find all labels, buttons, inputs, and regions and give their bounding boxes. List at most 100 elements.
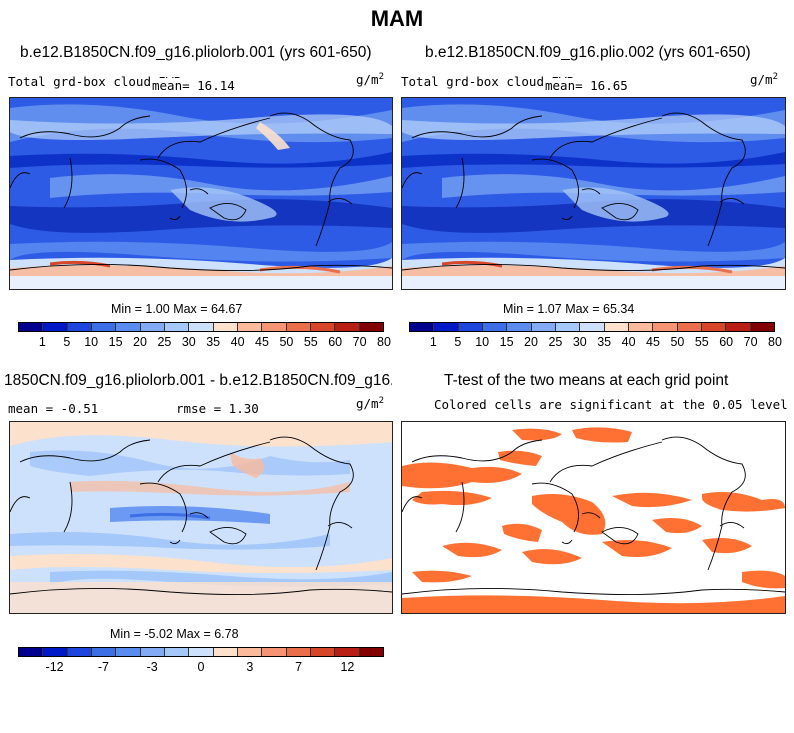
- colorbar-tick-label: 10: [84, 335, 99, 349]
- colorbar-swatch: [67, 648, 92, 656]
- colorbar-tick-label: 20: [524, 335, 538, 349]
- panel2-field: [402, 98, 785, 289]
- colorbar-swatch: [116, 648, 141, 656]
- panel4-map: [401, 421, 786, 614]
- colorbar-swatch: [531, 323, 556, 331]
- panel2-mean: mean= 16.65: [543, 78, 630, 93]
- colorbar-tick-label: 30: [181, 335, 196, 349]
- panel2-map: [401, 97, 786, 290]
- colorbar-swatch: [262, 323, 287, 331]
- colorbar-tick-label: 1: [429, 335, 437, 349]
- colorbar-tick-label: 50: [670, 335, 685, 349]
- colorbar-swatch: [43, 648, 68, 656]
- panel2-variable-label: Total grd-box cloud IWP: [401, 74, 575, 89]
- colorbar-swatch: [434, 323, 459, 331]
- colorbar-tick-label: 80: [768, 335, 782, 349]
- colorbar-tick-label: 40: [230, 335, 245, 349]
- panel1-colorbar: [18, 322, 384, 332]
- colorbar-swatch: [310, 323, 336, 331]
- colorbar-tick-label: 1: [38, 335, 46, 349]
- colorbar-swatch: [507, 323, 532, 331]
- panel3-map: [9, 421, 393, 614]
- panel2-minmax: Min = 1.07 Max = 65.34: [503, 302, 635, 316]
- colorbar-swatch: [262, 648, 287, 656]
- colorbar-tick-label: 25: [548, 335, 563, 349]
- colorbar-swatch: [67, 323, 92, 331]
- colorbar-swatch: [116, 323, 141, 331]
- panel3-rmse: rmse = 1.30: [176, 401, 259, 416]
- colorbar-tick-label: 80: [377, 335, 391, 349]
- colorbar-tick-label: 30: [572, 335, 587, 349]
- panel1-map: [9, 97, 393, 290]
- colorbar-tick-label: -3: [146, 660, 158, 674]
- colorbar-tick-label: 3: [246, 660, 254, 674]
- colorbar-tick-label: 25: [157, 335, 172, 349]
- colorbar-swatch: [91, 323, 117, 331]
- panel1-mean: mean= 16.14: [150, 78, 237, 93]
- panel3-mean: mean = -0.51: [8, 401, 99, 416]
- colorbar-tick-label: 50: [279, 335, 294, 349]
- colorbar-swatch: [43, 323, 68, 331]
- panel2-colorbar: [409, 322, 775, 332]
- colorbar-tick-label: 60: [719, 335, 734, 349]
- panel1-variable-label: Total grd-box cloud IWP: [8, 74, 182, 89]
- colorbar-swatch: [310, 648, 336, 656]
- colorbar-tick-label: 15: [108, 335, 123, 349]
- colorbar-swatch: [653, 323, 678, 331]
- colorbar-swatch: [164, 323, 190, 331]
- colorbar-swatch: [359, 323, 383, 331]
- panel3-field: [10, 422, 392, 613]
- colorbar-swatch: [140, 323, 165, 331]
- panel2-title: b.e12.B1850CN.f09_g16.plio.002 (yrs 601-…: [425, 44, 751, 61]
- colorbar-swatch: [604, 323, 629, 331]
- colorbar-tick-label: 15: [499, 335, 514, 349]
- panel3-minmax: Min = -5.02 Max = 6.78: [110, 627, 239, 641]
- panel2-units: g/m2: [750, 72, 778, 88]
- colorbar-swatch: [189, 323, 214, 331]
- colorbar-tick-label: 55: [303, 335, 318, 349]
- colorbar-tick-label: 5: [63, 335, 71, 349]
- colorbar-swatch: [335, 648, 360, 656]
- panel1-field: [10, 98, 392, 289]
- colorbar-tick-label: 40: [621, 335, 636, 349]
- colorbar-tick-label: 45: [255, 335, 269, 349]
- colorbar-swatch: [359, 648, 383, 656]
- colorbar-tick-label: 7: [295, 660, 303, 674]
- colorbar-swatch: [19, 323, 44, 331]
- colorbar-tick-label: 0: [197, 660, 205, 674]
- colorbar-swatch: [237, 648, 263, 656]
- colorbar-swatch: [140, 648, 165, 656]
- colorbar-tick-label: 35: [597, 335, 612, 349]
- colorbar-tick-label: 12: [340, 660, 355, 674]
- colorbar-swatch: [286, 323, 311, 331]
- colorbar-tick-label: -12: [45, 660, 64, 674]
- colorbar-tick-label: 70: [352, 335, 367, 349]
- colorbar-tick-label: 60: [328, 335, 343, 349]
- figure-title: MAM: [370, 6, 424, 31]
- colorbar-swatch: [189, 648, 214, 656]
- colorbar-swatch: [628, 323, 654, 331]
- colorbar-swatch: [213, 323, 238, 331]
- colorbar-swatch: [458, 323, 483, 331]
- colorbar-swatch: [335, 323, 360, 331]
- panel1-title: b.e12.B1850CN.f09_g16.pliolorb.001 (yrs …: [20, 44, 372, 61]
- colorbar-tick-label: 55: [694, 335, 709, 349]
- panel1-units: g/m2: [356, 72, 384, 88]
- colorbar-swatch: [701, 323, 727, 331]
- colorbar-tick-label: 5: [454, 335, 462, 349]
- colorbar-tick-label: 45: [646, 335, 660, 349]
- colorbar-tick-label: 35: [206, 335, 221, 349]
- panel4-title: T-test of the two means at each grid poi…: [444, 372, 729, 389]
- colorbar-swatch: [726, 323, 751, 331]
- colorbar-tick-label: 70: [743, 335, 758, 349]
- panel4-field: [402, 422, 785, 613]
- panel3-title: 1850CN.f09_g16.pliolorb.001 - b.e12.B185…: [4, 372, 392, 389]
- colorbar-swatch: [677, 323, 702, 331]
- colorbar-swatch: [555, 323, 581, 331]
- panel3-colorbar: [18, 647, 384, 657]
- colorbar-tick-label: 20: [133, 335, 147, 349]
- colorbar-swatch: [213, 648, 238, 656]
- colorbar-tick-label: 10: [475, 335, 490, 349]
- colorbar-swatch: [410, 323, 435, 331]
- panel4-subtitle: Colored cells are significant at the 0.0…: [434, 397, 788, 412]
